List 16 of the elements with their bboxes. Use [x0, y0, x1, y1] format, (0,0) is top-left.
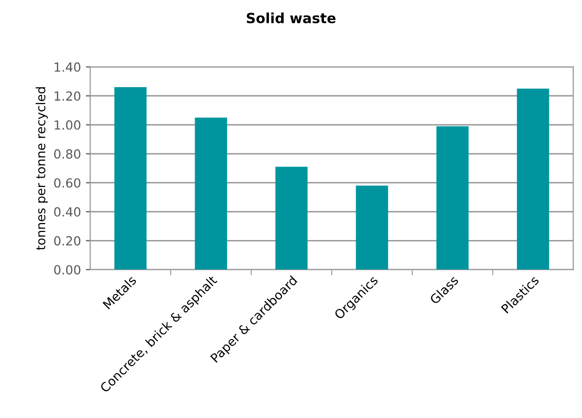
bar — [114, 87, 147, 270]
y-tick-label: 1.40 — [54, 62, 80, 72]
bar — [356, 186, 388, 270]
y-tick-label: 0.00 — [54, 265, 80, 275]
y-tick-label: 1.20 — [54, 91, 80, 101]
y-axis-title: tonnes per tonne recycled — [36, 87, 48, 250]
y-tick-label: 0.20 — [54, 236, 80, 246]
chart-title: Solid waste — [246, 12, 336, 24]
y-tick-label: 0.40 — [54, 207, 80, 217]
bar — [436, 126, 469, 270]
y-tick-label: 1.00 — [54, 120, 80, 130]
y-tick-label: 0.80 — [54, 149, 80, 159]
bar — [516, 88, 550, 270]
bar — [194, 118, 228, 270]
y-tick-label: 0.60 — [54, 178, 80, 188]
bar — [275, 166, 308, 270]
